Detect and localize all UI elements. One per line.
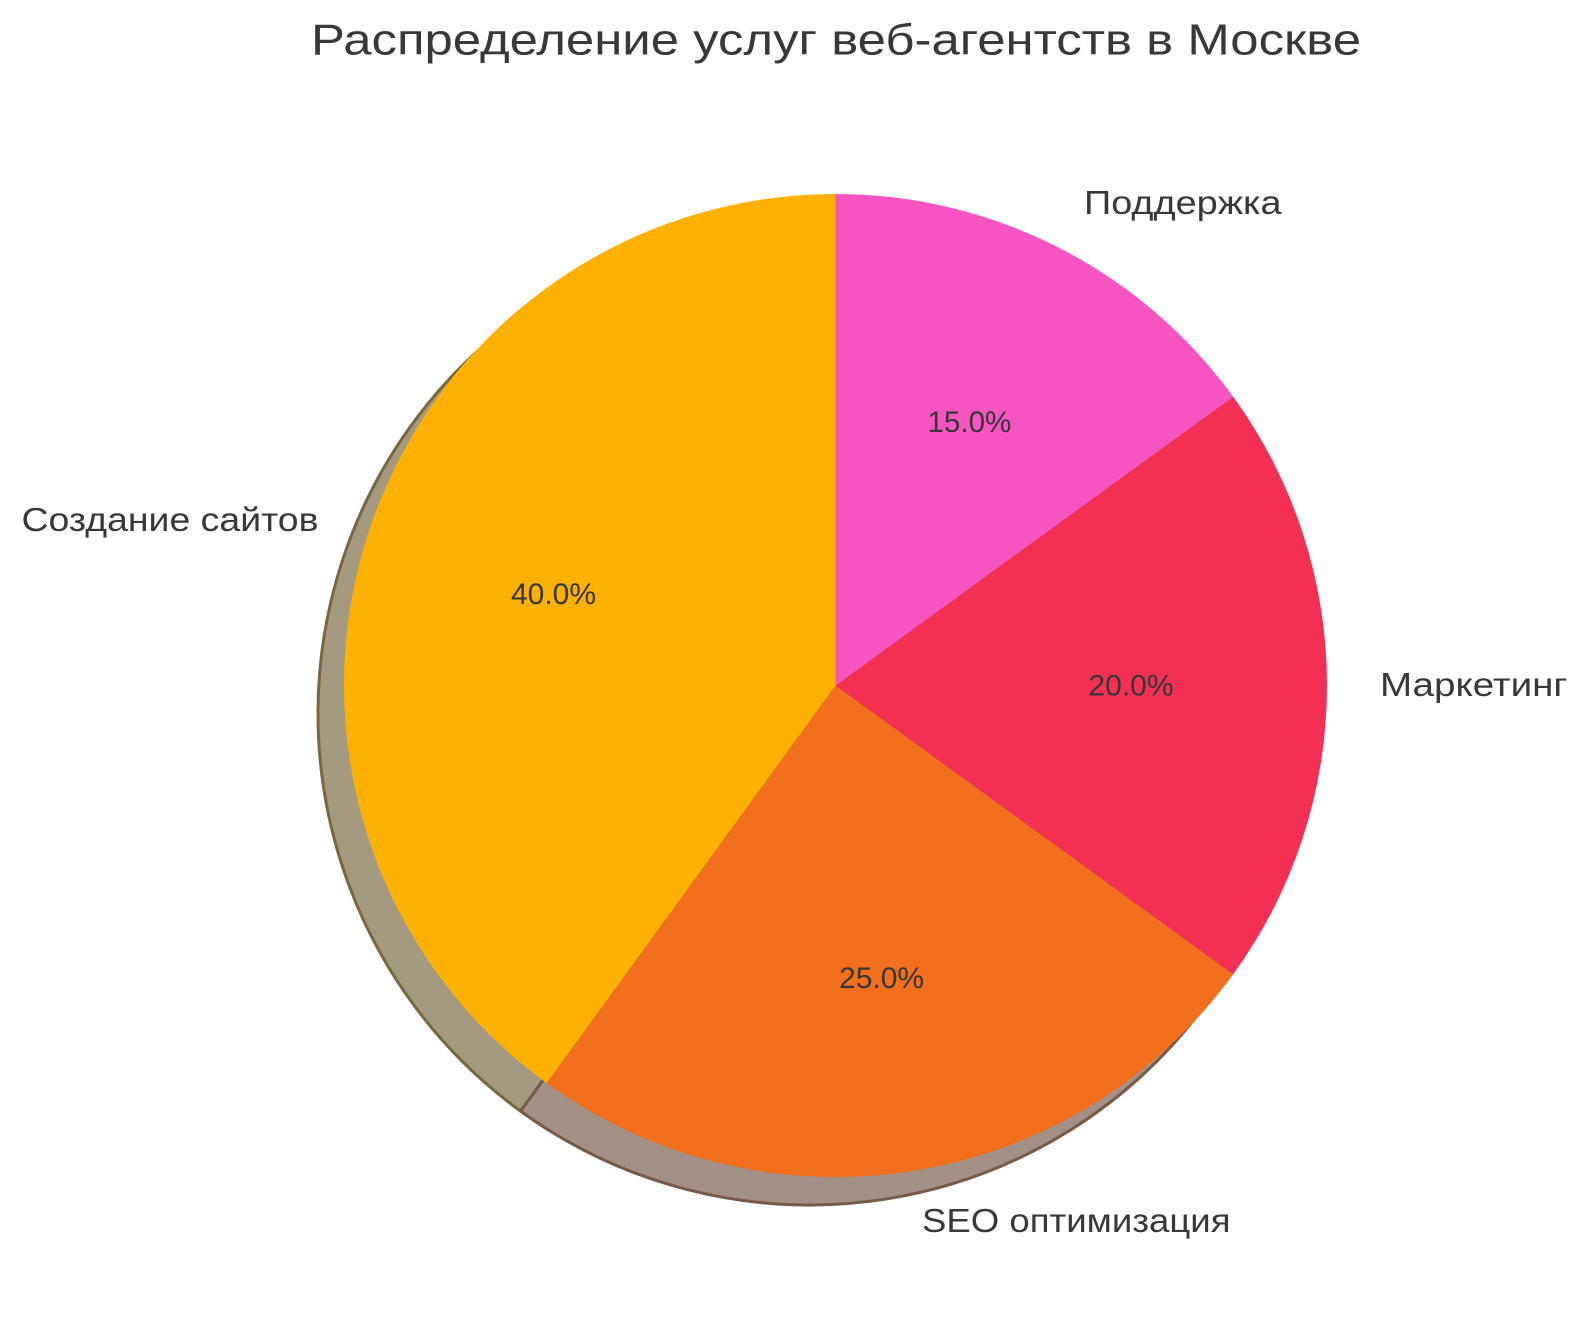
svg-text:Поддержка: Поддержка [1084, 184, 1282, 221]
svg-text:Распределение услуг веб-агентс: Распределение услуг веб-агентств в Москв… [311, 15, 1361, 64]
svg-text:40.0%: 40.0% [511, 578, 596, 611]
svg-text:Маркетинг: Маркетинг [1380, 666, 1568, 703]
svg-text:Создание сайтов: Создание сайтов [22, 501, 319, 538]
svg-text:25.0%: 25.0% [839, 962, 924, 995]
svg-text:15.0%: 15.0% [927, 406, 1011, 439]
svg-text:SEO оптимизация: SEO оптимизация [922, 1202, 1231, 1239]
svg-text:20.0%: 20.0% [1089, 670, 1174, 703]
